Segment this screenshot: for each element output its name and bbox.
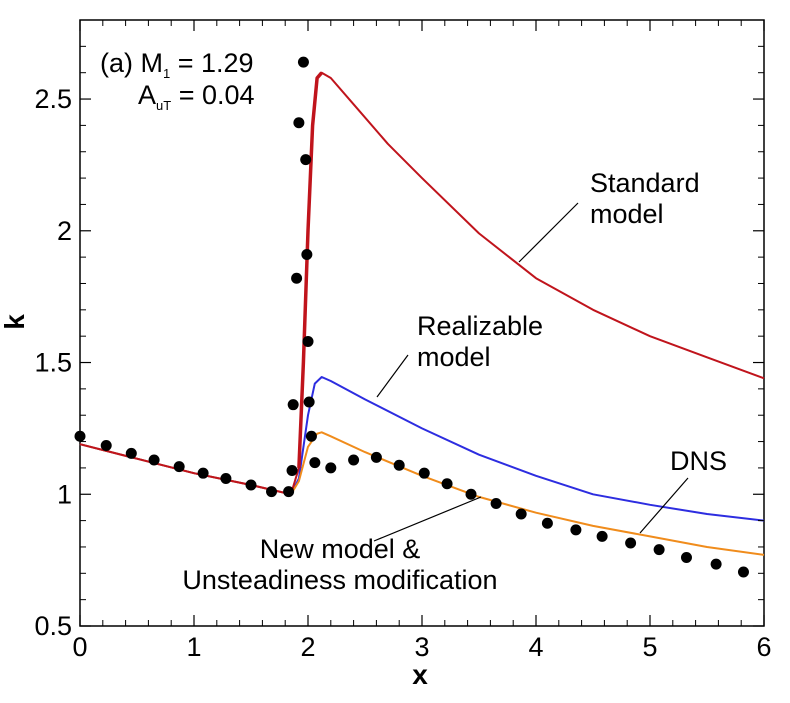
chart-title-annotation: (a) M1 = 1.29 AuT = 0.04 — [100, 48, 255, 113]
dns-point — [283, 486, 295, 498]
dns-point — [125, 447, 137, 459]
dns-point — [490, 497, 502, 509]
dns-point — [441, 478, 453, 490]
x-tick-label: 4 — [528, 632, 543, 662]
x-tick-label: 3 — [414, 632, 429, 662]
dns-point — [220, 472, 232, 484]
dns-point — [625, 537, 637, 549]
dns-points-layer — [74, 56, 749, 578]
dns-point — [418, 467, 430, 479]
dns-point — [570, 524, 582, 536]
dns-point — [293, 117, 305, 129]
y-tick-label: 1 — [57, 479, 72, 509]
annotation-leader-new-model-unsteadiness-modification — [373, 496, 482, 542]
axes-layer: 0 1 2 3 4 5 6 0.5 1 1.5 2 2.5 — [34, 19, 772, 662]
x-axis-title: x — [412, 659, 428, 690]
dns-point — [737, 566, 749, 578]
x-tick-label: 2 — [300, 632, 315, 662]
dns-point — [301, 248, 313, 260]
annotation-label-new-model-unsteadiness-modification: Unsteadiness modification — [182, 565, 497, 595]
dns-point — [325, 462, 337, 474]
annotation-leader-standard-model — [518, 202, 579, 263]
dns-point — [300, 154, 312, 166]
dns-point — [100, 440, 112, 452]
series-line-standard-model — [79, 71, 765, 496]
y-axis-title: k — [0, 314, 30, 330]
x-tick-label: 6 — [756, 632, 771, 662]
dns-point — [74, 430, 86, 442]
annotation-leader-realizable-model — [376, 354, 409, 398]
x-tick-label: 0 — [72, 632, 87, 662]
dns-point — [286, 465, 298, 477]
dns-point — [303, 396, 315, 408]
dns-point — [653, 544, 665, 556]
title-line1-subscript: 1 — [163, 66, 170, 81]
annotation-label-standard-model: model — [590, 199, 664, 229]
x-tick-label: 5 — [642, 632, 657, 662]
dns-point — [680, 551, 692, 563]
dns-point — [287, 399, 299, 411]
dns-point — [710, 558, 722, 570]
dns-point — [245, 479, 257, 491]
title-line2-prefix: A — [138, 80, 156, 110]
annotation-label-realizable-model: Realizable — [417, 311, 543, 341]
dns-point — [148, 454, 160, 466]
dns-point — [596, 530, 608, 542]
annotation-label-dns: DNS — [670, 446, 727, 476]
standard-model-shock-segment — [297, 71, 324, 468]
dns-point — [291, 272, 303, 284]
dns-point — [197, 467, 209, 479]
title-line2-suffix: = 0.04 — [171, 80, 254, 110]
svg-text:AuT = 0.04: AuT = 0.04 — [138, 80, 255, 113]
dns-point — [309, 457, 321, 469]
dns-point — [465, 488, 477, 500]
title-line1-prefix: (a) M — [100, 48, 163, 78]
title-line1-suffix: = 1.29 — [170, 48, 253, 78]
title-line2-subscript: uT — [156, 98, 171, 113]
annotation-label-standard-model: Standard — [590, 168, 700, 198]
x-tick-label: 1 — [186, 632, 201, 662]
dns-point — [541, 517, 553, 529]
annotation-label-realizable-model: model — [417, 342, 491, 372]
dns-point — [393, 459, 405, 471]
y-tick-label: 1.5 — [34, 348, 72, 378]
y-tick-label: 2.5 — [34, 84, 72, 114]
dns-point — [348, 454, 360, 466]
annotation-label-new-model-unsteadiness-modification: New model & — [260, 534, 421, 564]
y-tick-label: 2 — [57, 216, 72, 246]
dns-point — [266, 486, 278, 498]
dns-point — [515, 508, 527, 520]
annotation-leader-dns — [639, 477, 689, 534]
dns-point — [297, 56, 309, 68]
y-tick-label: 0.5 — [34, 611, 72, 641]
dns-point — [173, 461, 185, 473]
dns-point — [305, 430, 317, 442]
svg-text:(a) M1 = 1.29: (a) M1 = 1.29 — [100, 48, 254, 81]
dns-point — [302, 335, 314, 347]
dns-point — [370, 451, 382, 463]
series-layer — [79, 71, 765, 556]
series-line-new-model-unsteadiness-modification — [79, 431, 765, 556]
series-line-realizable-model — [79, 376, 765, 522]
